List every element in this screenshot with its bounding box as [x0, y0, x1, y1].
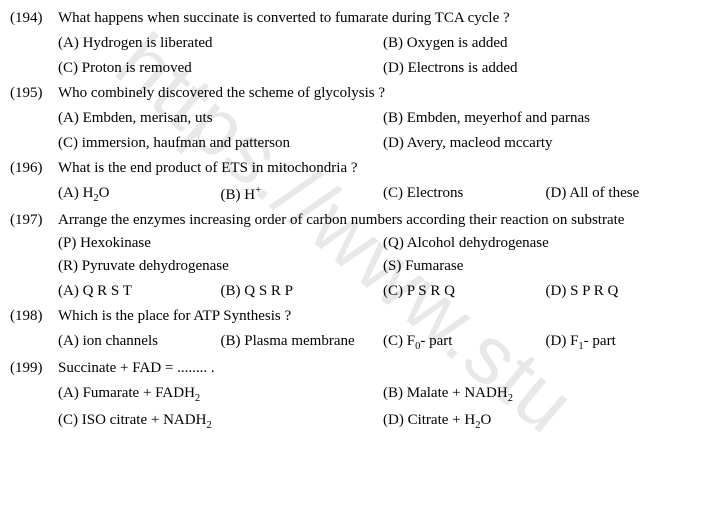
- answer-option: (A) Fumarate + FADH2: [58, 385, 383, 404]
- sub-option: (S) Fumarase: [383, 258, 708, 275]
- answer-option: (B) H+: [221, 185, 384, 204]
- question-number: (195): [10, 85, 58, 102]
- option-row: (A) H2O(B) H+(C) Electrons(D) All of the…: [58, 185, 708, 204]
- answer-option: (A) Embden, merisan, uts: [58, 110, 383, 127]
- question-text: Who combinely discovered the scheme of g…: [58, 85, 708, 102]
- answer-option: (D) F1- part: [546, 333, 709, 352]
- option-row: (A) Embden, merisan, uts(B) Embden, meye…: [58, 110, 708, 127]
- question-text: What happens when succinate is converted…: [58, 10, 708, 27]
- option-row: (C) Proton is removed(D) Electrons is ad…: [58, 60, 708, 77]
- question-number: (196): [10, 160, 58, 177]
- question-row: (196)What is the end product of ETS in m…: [10, 160, 708, 177]
- question-number: (197): [10, 212, 58, 229]
- answer-option: (C) F0- part: [383, 333, 546, 352]
- question-text: Which is the place for ATP Synthesis ?: [58, 308, 708, 325]
- answer-option: (C) Electrons: [383, 185, 546, 204]
- answer-option: (D) Electrons is added: [383, 60, 708, 77]
- answer-option: (C) immersion, haufman and patterson: [58, 135, 383, 152]
- answer-option: (A) ion channels: [58, 333, 221, 352]
- answer-option: (B) Q S R P: [221, 283, 384, 300]
- question-number: (194): [10, 10, 58, 27]
- question-row: (198)Which is the place for ATP Synthesi…: [10, 308, 708, 325]
- question-text: Arrange the enzymes increasing order of …: [58, 212, 708, 229]
- question-text: Succinate + FAD = ........ .: [58, 360, 708, 377]
- answer-option: (D) Citrate + H2O: [383, 412, 708, 431]
- option-row: (A) ion channels(B) Plasma membrane(C) F…: [58, 333, 708, 352]
- option-row: (C) immersion, haufman and patterson(D) …: [58, 135, 708, 152]
- question-number: (198): [10, 308, 58, 325]
- sub-option: (R) Pyruvate dehydrogenase: [58, 258, 383, 275]
- answer-option: (A) Hydrogen is liberated: [58, 35, 383, 52]
- sub-option-row: (R) Pyruvate dehydrogenase(S) Fumarase: [58, 258, 708, 275]
- question-row: (195)Who combinely discovered the scheme…: [10, 85, 708, 102]
- answer-option: (D) S P R Q: [546, 283, 709, 300]
- sub-option-row: (P) Hexokinase(Q) Alcohol dehydrogenase: [58, 235, 708, 252]
- answer-option: (A) H2O: [58, 185, 221, 204]
- answer-option: (C) Proton is removed: [58, 60, 383, 77]
- answer-option: (B) Embden, meyerhof and parnas: [383, 110, 708, 127]
- option-row: (A) Fumarate + FADH2(B) Malate + NADH2: [58, 385, 708, 404]
- sub-option: (Q) Alcohol dehydrogenase: [383, 235, 708, 252]
- option-row: (C) ISO citrate + NADH2(D) Citrate + H2O: [58, 412, 708, 431]
- answer-option: (C) ISO citrate + NADH2: [58, 412, 383, 431]
- question-page: (194)What happens when succinate is conv…: [0, 0, 718, 449]
- answer-option: (A) Q R S T: [58, 283, 221, 300]
- sub-option: (P) Hexokinase: [58, 235, 383, 252]
- option-row: (A) Q R S T(B) Q S R P(C) P S R Q(D) S P…: [58, 283, 708, 300]
- question-number: (199): [10, 360, 58, 377]
- question-text: What is the end product of ETS in mitoch…: [58, 160, 708, 177]
- answer-option: (B) Malate + NADH2: [383, 385, 708, 404]
- answer-option: (D) Avery, macleod mccarty: [383, 135, 708, 152]
- question-row: (197)Arrange the enzymes increasing orde…: [10, 212, 708, 229]
- question-row: (194)What happens when succinate is conv…: [10, 10, 708, 27]
- answer-option: (B) Oxygen is added: [383, 35, 708, 52]
- answer-option: (C) P S R Q: [383, 283, 546, 300]
- question-row: (199)Succinate + FAD = ........ .: [10, 360, 708, 377]
- answer-option: (B) Plasma membrane: [221, 333, 384, 352]
- option-row: (A) Hydrogen is liberated(B) Oxygen is a…: [58, 35, 708, 52]
- answer-option: (D) All of these: [546, 185, 709, 204]
